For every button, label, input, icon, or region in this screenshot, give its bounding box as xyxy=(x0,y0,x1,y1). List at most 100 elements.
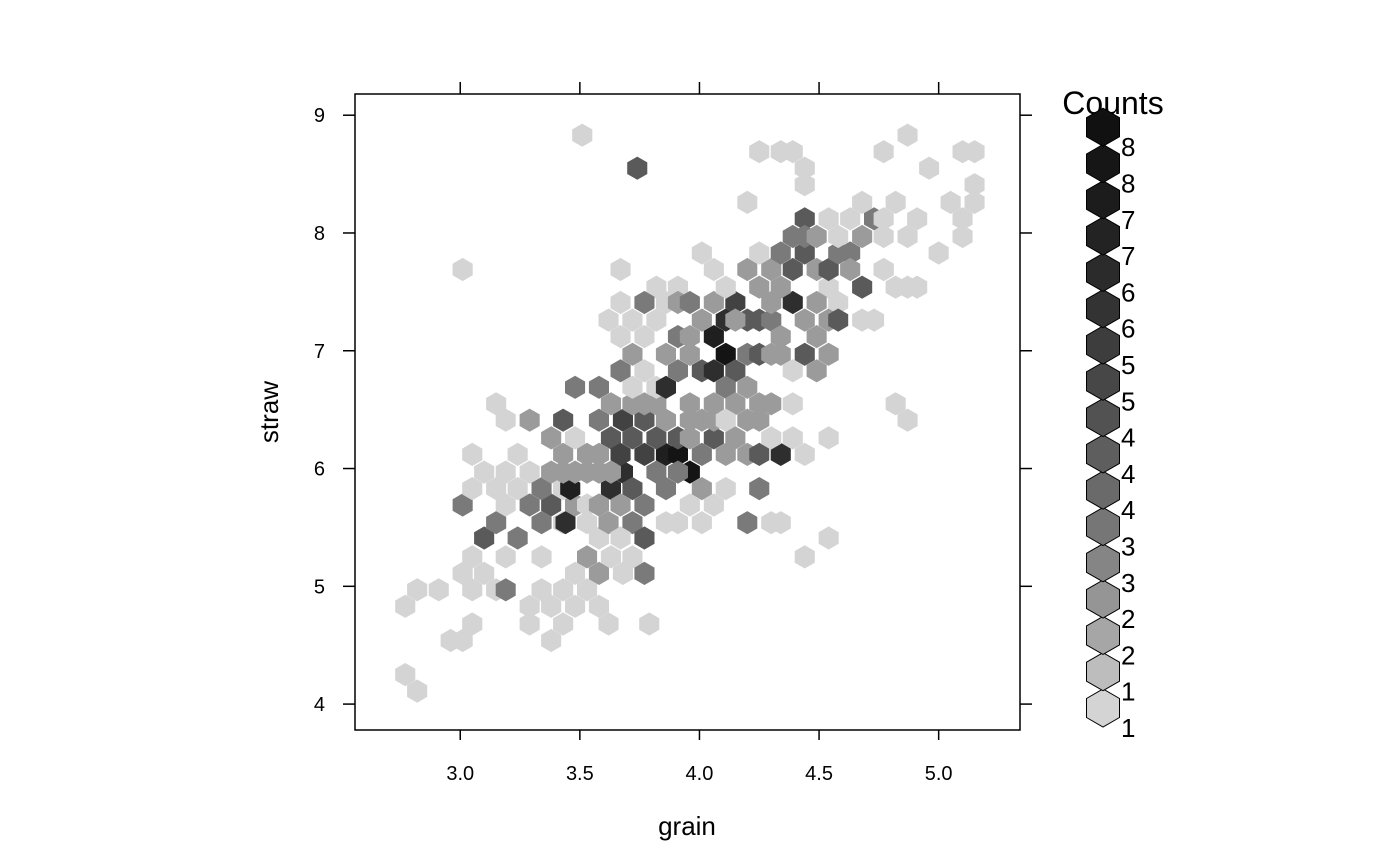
hex-bin-156 xyxy=(761,308,782,332)
hex-bin-236 xyxy=(952,224,973,249)
y-tick-label-0: 4 xyxy=(314,694,325,716)
hex-bin-1 xyxy=(407,578,428,602)
hex-bin-76 xyxy=(553,408,574,432)
hex-bin-174 xyxy=(749,408,770,432)
hex-bin-30 xyxy=(495,408,516,432)
hex-bin-7 xyxy=(462,612,483,636)
hex-bin-40 xyxy=(577,578,598,602)
hex-bin-89 xyxy=(667,460,688,484)
hex-bin-110 xyxy=(794,442,815,466)
hex-bin-260 xyxy=(553,442,574,466)
hex-bin-247 xyxy=(794,173,815,197)
hex-bin-139 xyxy=(646,308,667,332)
hex-bin-162 xyxy=(794,342,815,366)
hex-bin-19 xyxy=(474,526,495,550)
hex-bin-112 xyxy=(782,392,803,416)
hex-bin-9 xyxy=(462,545,483,569)
hex-bin-203 xyxy=(782,257,803,282)
y-tick-label-3: 7 xyxy=(314,341,325,363)
hex-bin-160 xyxy=(806,325,827,349)
hex-bin-91 xyxy=(646,426,667,450)
hex-bin-73 xyxy=(598,612,619,636)
hex-bin-235 xyxy=(964,190,985,214)
hex-bin-17 xyxy=(474,460,495,484)
legend-hex-8 xyxy=(1086,398,1120,438)
hex-bin-195 xyxy=(761,257,782,282)
legend-hex-9 xyxy=(1086,361,1120,401)
hex-bin-12 xyxy=(474,561,495,585)
hex-bin-173 xyxy=(715,408,736,432)
hex-bin-90 xyxy=(655,477,676,501)
hex-bin-39 xyxy=(541,628,562,653)
hex-bin-219 xyxy=(818,207,839,231)
hex-bin-125 xyxy=(715,477,736,501)
hex-bin-70 xyxy=(622,545,643,569)
hex-bin-191 xyxy=(715,275,736,299)
hex-bin-37 xyxy=(553,612,574,636)
hex-bin-182 xyxy=(679,325,700,349)
hex-bin-172 xyxy=(725,392,746,416)
hex-bin-248 xyxy=(737,190,758,214)
hex-bin-179 xyxy=(679,290,700,315)
y-tick-label-5: 9 xyxy=(314,105,325,127)
hex-bin-77 xyxy=(565,426,586,450)
hex-bin-185 xyxy=(598,308,619,332)
legend-hex-6 xyxy=(1086,470,1120,510)
hex-bin-101 xyxy=(725,426,746,450)
legend-label-4: 3 xyxy=(1121,568,1135,598)
axes: 3.0 3.5 4.0 4.5 5.0 4 5 6 7 8 9 xyxy=(314,82,1032,785)
hex-bin-108 xyxy=(761,392,782,416)
hex-bin-25 xyxy=(507,526,528,550)
legend-hex-3 xyxy=(1086,579,1120,619)
hex-bin-190 xyxy=(703,257,724,282)
hex-bin-10 xyxy=(462,578,483,602)
hex-bin-68 xyxy=(610,526,631,550)
hex-bin-16 xyxy=(486,477,507,501)
hex-bin-122 xyxy=(691,511,712,535)
hex-bin-250 xyxy=(452,257,473,282)
legend-hex-13 xyxy=(1086,216,1120,256)
hex-bin-26 xyxy=(495,578,516,602)
hex-bin-36 xyxy=(565,561,586,585)
hex-bin-128 xyxy=(600,392,621,416)
hex-bin-2 xyxy=(428,578,449,602)
legend-label-1: 1 xyxy=(1121,677,1135,707)
hex-bin-159 xyxy=(794,308,815,332)
hex-bin-164 xyxy=(806,359,827,383)
hex-bin-201 xyxy=(794,207,815,231)
hex-bin-13 xyxy=(495,545,516,569)
hex-bin-116 xyxy=(737,511,758,535)
hex-bin-124 xyxy=(655,511,676,535)
hex-bin-109 xyxy=(782,426,803,450)
hex-bin-20 xyxy=(486,511,507,535)
y-tick-label-1: 5 xyxy=(314,576,325,598)
legend-hex-7 xyxy=(1086,434,1120,474)
hex-bin-242 xyxy=(873,140,894,164)
hex-bin-3 xyxy=(395,663,416,687)
hex-bin-85 xyxy=(646,460,667,484)
hex-bin-183 xyxy=(610,290,631,315)
hexbin-layer xyxy=(395,123,985,703)
legend-label-11: 6 xyxy=(1121,314,1135,344)
hex-bin-199 xyxy=(770,241,791,265)
legend-hex-2 xyxy=(1086,615,1120,655)
hex-bin-95 xyxy=(655,408,676,432)
hex-bin-151 xyxy=(770,342,791,366)
hex-bin-72 xyxy=(634,561,655,585)
x-tick-label-1: 3.5 xyxy=(566,763,594,785)
hex-bin-211 xyxy=(852,224,873,249)
hex-bin-231 xyxy=(907,207,928,231)
hex-bin-205 xyxy=(818,275,839,299)
hex-bin-62 xyxy=(622,477,643,501)
hex-bin-261 xyxy=(553,460,574,484)
hex-bin-98 xyxy=(691,442,712,466)
hex-bin-87 xyxy=(667,442,688,466)
hex-bin-51 xyxy=(555,511,576,535)
hex-bin-152 xyxy=(782,359,803,383)
hex-bin-197 xyxy=(749,241,770,265)
legend-label-10: 5 xyxy=(1121,350,1135,380)
legend-hex-4 xyxy=(1086,543,1120,583)
legend-label-3: 2 xyxy=(1121,604,1135,634)
